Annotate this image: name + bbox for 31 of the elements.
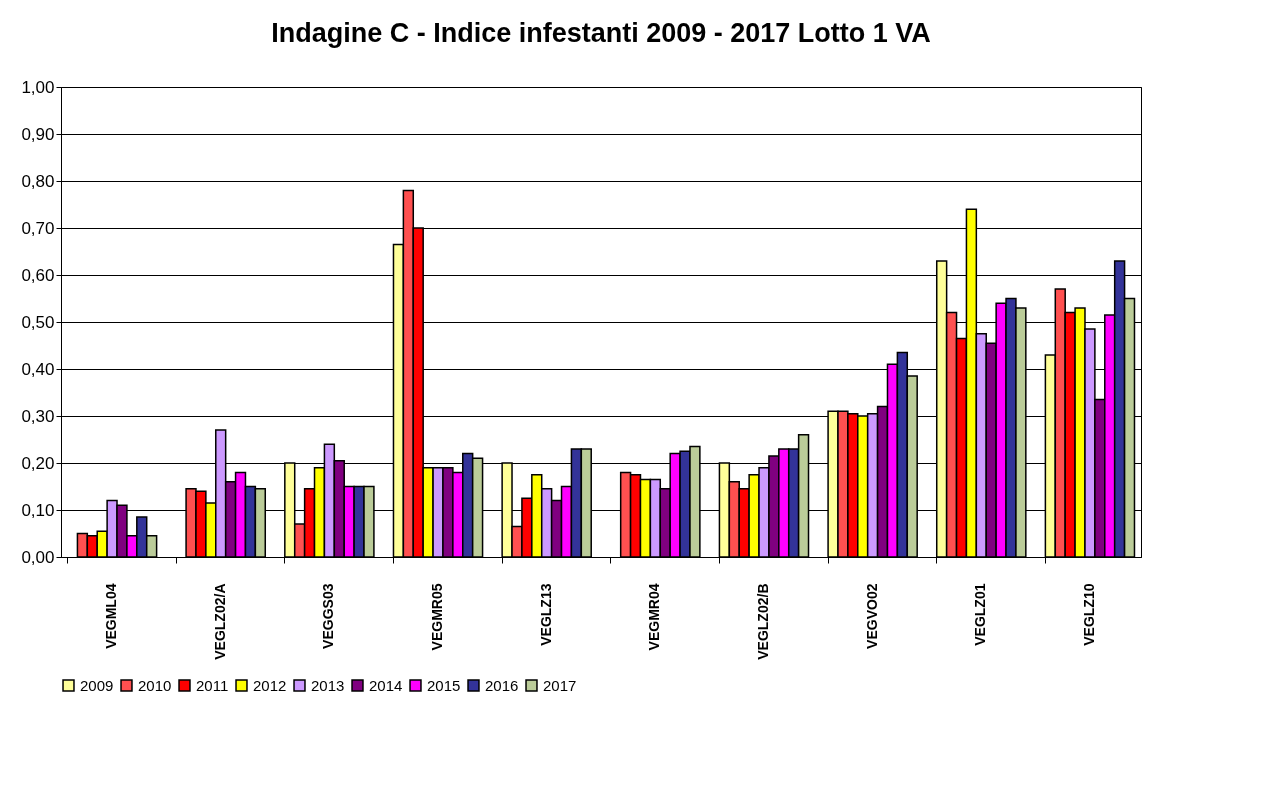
x-tick-label: VEGVO02 [863, 583, 880, 649]
y-tick-label: 0,80 [21, 171, 55, 191]
y-tick-label: 0,20 [21, 453, 55, 473]
legend-label: 2016 [485, 676, 519, 694]
x-tick-label: VEGMR04 [646, 583, 663, 651]
y-tick-label: 0,30 [21, 406, 55, 426]
x-tick-label: VEGMR05 [429, 583, 446, 651]
legend-label: 2015 [427, 676, 461, 694]
x-tick-label: VEGLZ10 [1080, 583, 1097, 646]
y-tick-label: 0,00 [21, 547, 55, 567]
legend-label: 2011 [196, 676, 229, 694]
legend-label: 2012 [253, 676, 287, 694]
legend-label: 2010 [138, 676, 172, 694]
y-tick-label: 0,10 [21, 500, 55, 520]
chart-title: Indagine C - Indice infestanti 2009 - 2017 Lotto 1 VA [271, 18, 931, 48]
x-tick-label: VEGML04 [103, 583, 120, 649]
y-tick-label: 0,90 [21, 124, 55, 144]
y-tick-label: 0,70 [21, 218, 55, 238]
x-tick-label: VEGLZ01 [972, 583, 989, 646]
x-tick-label: VEGGS03 [320, 583, 337, 649]
legend-label: 2009 [80, 676, 114, 694]
x-tick-label: VEGLZ02/A [211, 583, 228, 660]
legend-label: 2017 [543, 676, 577, 694]
legend-label: 2013 [311, 676, 345, 694]
y-tick-label: 0,50 [21, 312, 55, 332]
y-tick-label: 0,60 [21, 265, 55, 285]
x-tick-label: VEGLZ02/B [754, 583, 771, 660]
x-tick-label: VEGLZ13 [537, 583, 554, 646]
y-tick-label: 1,00 [21, 77, 55, 97]
legend-label: 2014 [369, 676, 403, 694]
y-tick-label: 0,40 [21, 359, 55, 379]
